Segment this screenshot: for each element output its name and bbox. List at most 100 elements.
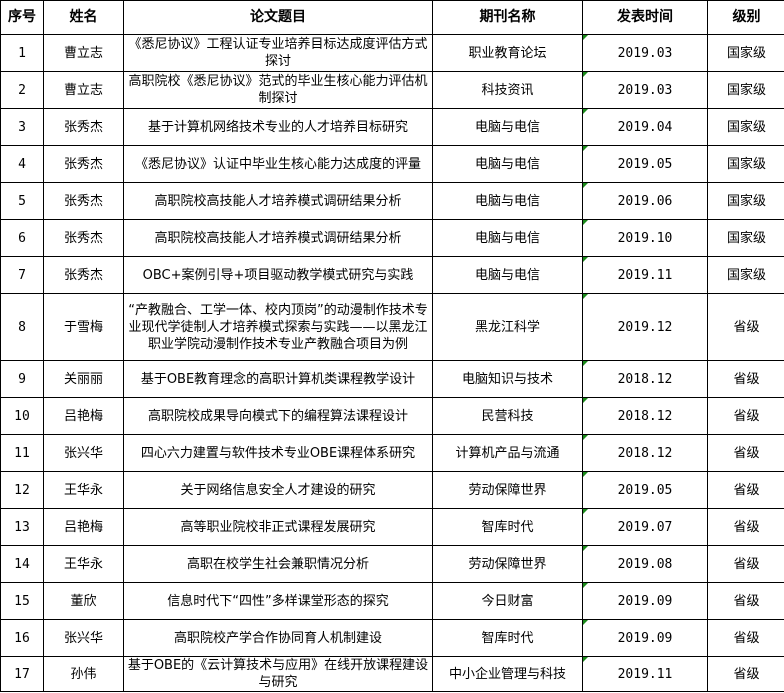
cell-title[interactable]: 高职院校成果导向模式下的编程算法课程设计	[123, 397, 433, 435]
cell-level[interactable]: 省级	[707, 582, 784, 620]
cell-no[interactable]: 14	[0, 545, 44, 583]
cell-level[interactable]: 省级	[707, 434, 784, 472]
cell-journal[interactable]: 今日财富	[432, 582, 583, 620]
cell-journal[interactable]: 职业教育论坛	[432, 34, 583, 72]
cell-level[interactable]: 省级	[707, 656, 784, 692]
cell-level[interactable]: 国家级	[707, 145, 784, 183]
cell-level[interactable]: 国家级	[707, 182, 784, 220]
cell-date[interactable]: 2019.07	[582, 508, 708, 546]
cell-title[interactable]: 基于OBE的《云计算技术与应用》在线开放课程建设与研究	[123, 656, 433, 692]
cell-name[interactable]: 张秀杰	[43, 145, 124, 183]
cell-journal[interactable]: 中小企业管理与科技	[432, 656, 583, 692]
cell-date[interactable]: 2019.09	[582, 619, 708, 657]
cell-date[interactable]: 2019.04	[582, 108, 708, 146]
cell-title[interactable]: 高等职业院校非正式课程发展研究	[123, 508, 433, 546]
cell-name[interactable]: 张兴华	[43, 434, 124, 472]
cell-journal[interactable]: 电脑与电信	[432, 182, 583, 220]
cell-title[interactable]: 《悉尼协议》工程认证专业培养目标达成度评估方式探讨	[123, 34, 433, 72]
cell-name[interactable]: 于雪梅	[43, 293, 124, 361]
cell-journal[interactable]: 电脑与电信	[432, 108, 583, 146]
cell-title[interactable]: 关于网络信息安全人才建设的研究	[123, 471, 433, 509]
cell-title[interactable]: 高职院校《悉尼协议》范式的毕业生核心能力评估机制探讨	[123, 71, 433, 109]
cell-no[interactable]: 11	[0, 434, 44, 472]
cell-no[interactable]: 6	[0, 219, 44, 257]
cell-name[interactable]: 王华永	[43, 545, 124, 583]
cell-no[interactable]: 1	[0, 34, 44, 72]
cell-journal[interactable]: 电脑与电信	[432, 145, 583, 183]
cell-name[interactable]: 张秀杰	[43, 182, 124, 220]
cell-no[interactable]: 15	[0, 582, 44, 620]
cell-no[interactable]: 7	[0, 256, 44, 294]
cell-title[interactable]: 《悉尼协议》认证中毕业生核心能力达成度的评量	[123, 145, 433, 183]
cell-date[interactable]: 2019.06	[582, 182, 708, 220]
cell-journal[interactable]: 智库时代	[432, 508, 583, 546]
cell-date[interactable]: 2019.12	[582, 293, 708, 361]
cell-name[interactable]: 曹立志	[43, 34, 124, 72]
cell-date[interactable]: 2019.10	[582, 219, 708, 257]
cell-journal[interactable]: 计算机产品与流通	[432, 434, 583, 472]
cell-title[interactable]: 基于计算机网络技术专业的人才培养目标研究	[123, 108, 433, 146]
cell-level[interactable]: 省级	[707, 545, 784, 583]
cell-date[interactable]: 2019.03	[582, 34, 708, 72]
cell-journal[interactable]: 民营科技	[432, 397, 583, 435]
cell-journal[interactable]: 劳动保障世界	[432, 545, 583, 583]
cell-journal[interactable]: 黑龙江科学	[432, 293, 583, 361]
cell-journal[interactable]: 电脑知识与技术	[432, 360, 583, 398]
cell-title[interactable]: 四心六力建置与软件技术专业OBE课程体系研究	[123, 434, 433, 472]
cell-level[interactable]: 省级	[707, 471, 784, 509]
cell-title[interactable]: 信息时代下“四性”多样课堂形态的探究	[123, 582, 433, 620]
cell-no[interactable]: 4	[0, 145, 44, 183]
cell-name[interactable]: 王华永	[43, 471, 124, 509]
cell-name[interactable]: 关丽丽	[43, 360, 124, 398]
cell-journal[interactable]: 劳动保障世界	[432, 471, 583, 509]
cell-name[interactable]: 曹立志	[43, 71, 124, 109]
cell-level[interactable]: 国家级	[707, 219, 784, 257]
cell-date[interactable]: 2019.09	[582, 582, 708, 620]
cell-no[interactable]: 10	[0, 397, 44, 435]
cell-name[interactable]: 张秀杰	[43, 219, 124, 257]
cell-no[interactable]: 17	[0, 656, 44, 692]
cell-level[interactable]: 国家级	[707, 108, 784, 146]
cell-title[interactable]: 高职院校高技能人才培养模式调研结果分析	[123, 219, 433, 257]
cell-journal[interactable]: 电脑与电信	[432, 256, 583, 294]
cell-level[interactable]: 省级	[707, 397, 784, 435]
cell-name[interactable]: 董欣	[43, 582, 124, 620]
cell-level[interactable]: 省级	[707, 360, 784, 398]
cell-title[interactable]: 基于OBE教育理念的高职计算机类课程教学设计	[123, 360, 433, 398]
cell-no[interactable]: 8	[0, 293, 44, 361]
cell-title[interactable]: “产教融合、工学一体、校内顶岗”的动漫制作技术专业现代学徒制人才培养模式探索与实…	[123, 293, 433, 361]
cell-name[interactable]: 吕艳梅	[43, 508, 124, 546]
cell-date[interactable]: 2019.05	[582, 471, 708, 509]
cell-no[interactable]: 3	[0, 108, 44, 146]
cell-level[interactable]: 省级	[707, 293, 784, 361]
cell-no[interactable]: 9	[0, 360, 44, 398]
cell-journal[interactable]: 电脑与电信	[432, 219, 583, 257]
cell-title[interactable]: 高职在校学生社会兼职情况分析	[123, 545, 433, 583]
cell-name[interactable]: 张秀杰	[43, 256, 124, 294]
cell-title[interactable]: OBC+案例引导+项目驱动教学模式研究与实践	[123, 256, 433, 294]
cell-date[interactable]: 2019.05	[582, 145, 708, 183]
cell-date[interactable]: 2019.08	[582, 545, 708, 583]
cell-date[interactable]: 2019.11	[582, 256, 708, 294]
cell-name[interactable]: 吕艳梅	[43, 397, 124, 435]
cell-no[interactable]: 2	[0, 71, 44, 109]
cell-title[interactable]: 高职院校产学合作协同育人机制建设	[123, 619, 433, 657]
cell-date[interactable]: 2018.12	[582, 397, 708, 435]
cell-level[interactable]: 省级	[707, 619, 784, 657]
cell-name[interactable]: 张兴华	[43, 619, 124, 657]
cell-name[interactable]: 孙伟	[43, 656, 124, 692]
cell-journal[interactable]: 科技资讯	[432, 71, 583, 109]
cell-level[interactable]: 国家级	[707, 34, 784, 72]
cell-level[interactable]: 省级	[707, 508, 784, 546]
cell-no[interactable]: 12	[0, 471, 44, 509]
cell-no[interactable]: 16	[0, 619, 44, 657]
cell-no[interactable]: 13	[0, 508, 44, 546]
cell-name[interactable]: 张秀杰	[43, 108, 124, 146]
cell-no[interactable]: 5	[0, 182, 44, 220]
cell-journal[interactable]: 智库时代	[432, 619, 583, 657]
cell-date[interactable]: 2019.11	[582, 656, 708, 692]
cell-date[interactable]: 2018.12	[582, 360, 708, 398]
cell-date[interactable]: 2018.12	[582, 434, 708, 472]
cell-date[interactable]: 2019.03	[582, 71, 708, 109]
cell-level[interactable]: 国家级	[707, 71, 784, 109]
